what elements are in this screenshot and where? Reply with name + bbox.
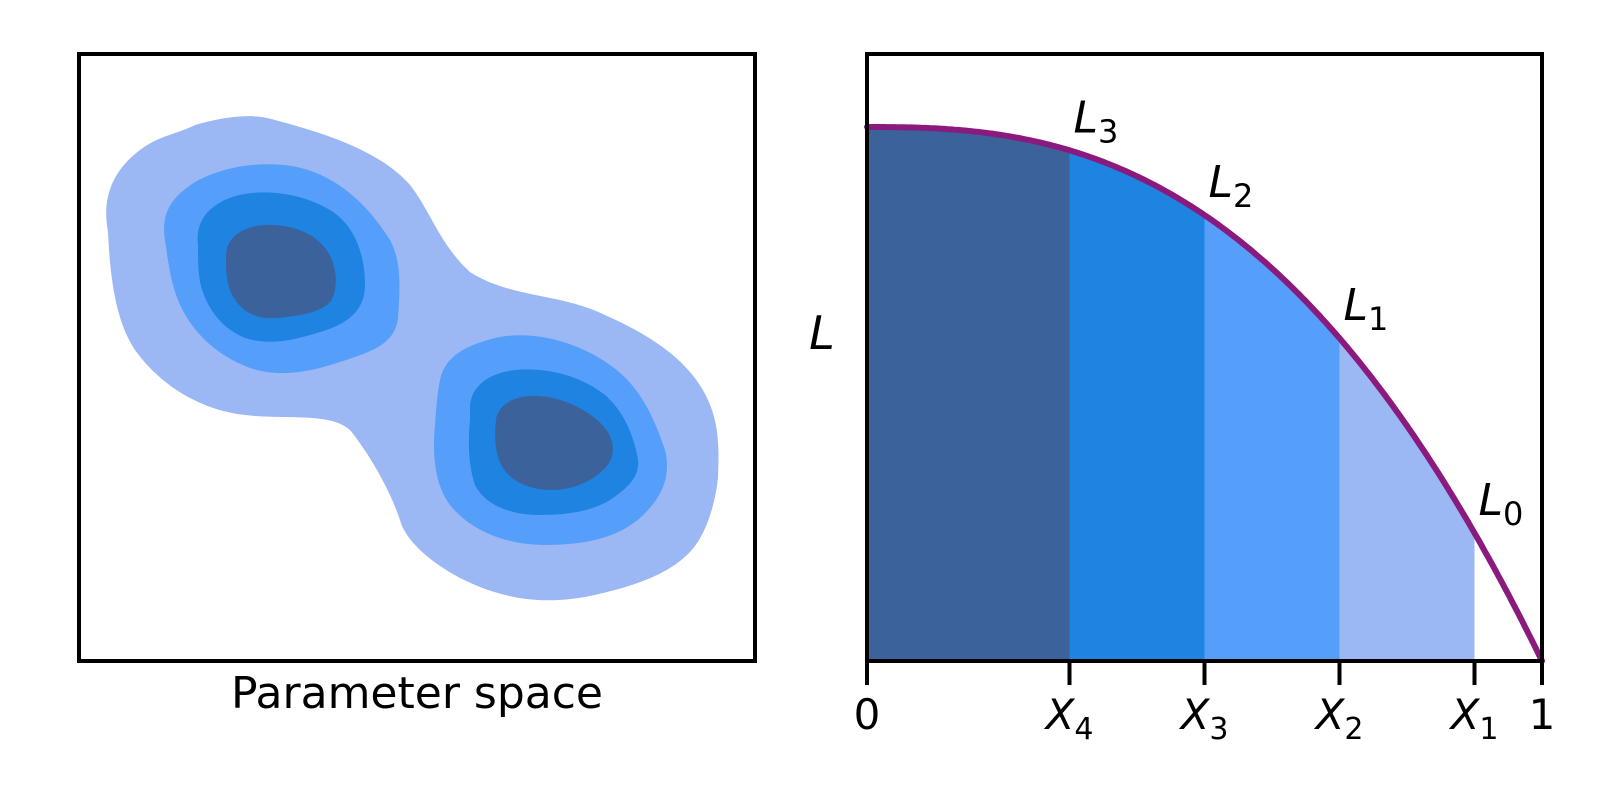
x-axis-ticks <box>865 661 1544 685</box>
likelihood-panel: 0 X4 X3 X2 X1 1 L3 L2 L1 L0 L <box>809 52 1556 747</box>
curve-label-1: L2 <box>1209 157 1254 215</box>
x-tick-label-3: X2 <box>1314 690 1364 747</box>
y-axis-label: L <box>809 306 835 360</box>
band-inner <box>1069 150 1205 662</box>
band-outer <box>1339 338 1475 661</box>
parameter-space-label: Parameter space <box>231 668 603 719</box>
x-axis-tick-labels: 0 X4 X3 X2 X1 1 <box>854 690 1556 747</box>
band-mid <box>1204 215 1340 661</box>
likelihood-curve <box>864 124 1545 664</box>
likelihood-bands <box>867 127 1475 662</box>
curve-label-0: L3 <box>1074 92 1119 150</box>
band-core <box>867 127 1070 661</box>
contour-core-right <box>495 395 613 490</box>
x-tick-label-5: 1 <box>1529 690 1556 739</box>
curve-label-3: L0 <box>1479 475 1524 533</box>
contour-core-left <box>226 224 336 319</box>
parameter-space-panel: Parameter space <box>77 52 757 719</box>
x-tick-label-4: X1 <box>1449 690 1499 747</box>
x-tick-label-1: X4 <box>1044 690 1094 747</box>
x-tick-label-0: 0 <box>854 690 881 739</box>
curve-label-2: L1 <box>1344 280 1389 338</box>
curve-level-labels: L3 L2 L1 L0 <box>1074 92 1524 533</box>
x-tick-label-2: X3 <box>1179 690 1229 747</box>
parameter-space-frame <box>77 52 757 663</box>
